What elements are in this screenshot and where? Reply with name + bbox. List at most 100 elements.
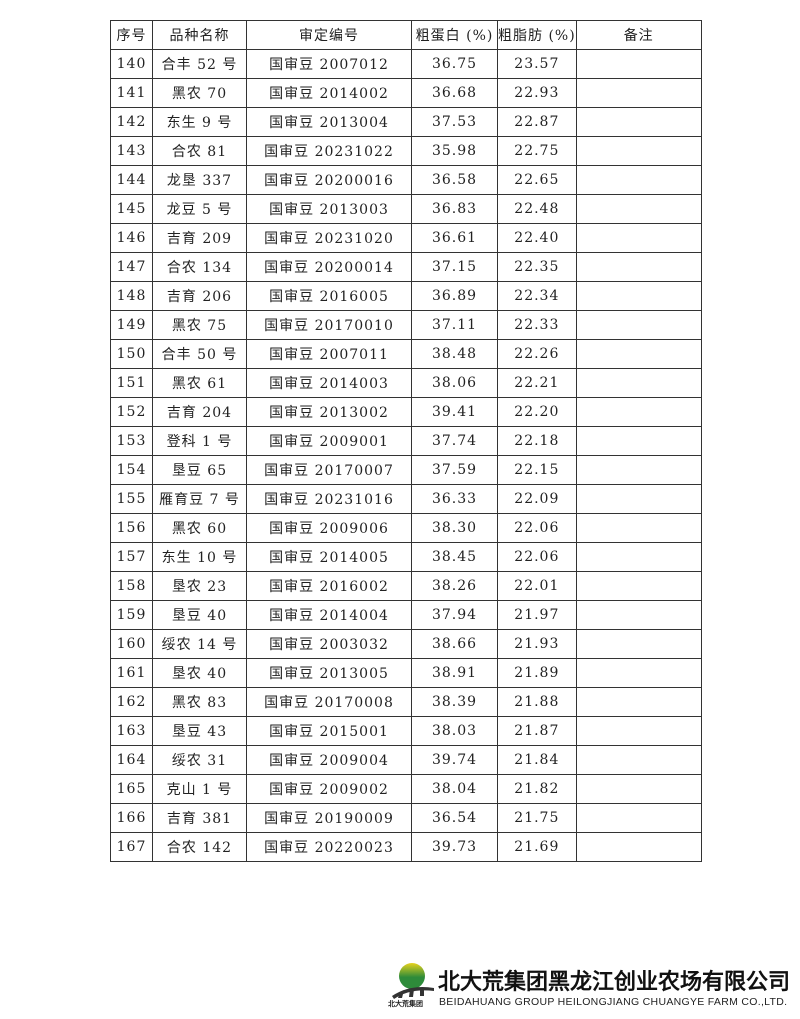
cell-variety-name: 合丰 52 号 [152,49,247,79]
cell-crude-fat: 21.75 [497,803,577,833]
table-header-row: 序号 品种名称 审定编号 粗蛋白 (%) 粗脂肪 (%) 备注 [110,20,702,50]
cell-crude-protein: 38.39 [411,687,498,717]
table-row: 162 黑农 83 国审豆 20170008 38.39 21.88 [110,687,702,717]
cell-index: 166 [110,803,153,833]
cell-index: 149 [110,310,153,340]
cell-approval-number: 国审豆 20170008 [246,687,412,717]
cell-crude-fat: 21.88 [497,687,577,717]
cell-approval-number: 国审豆 20170010 [246,310,412,340]
cell-approval-number: 国审豆 20200016 [246,165,412,195]
cell-remarks [575,513,702,543]
cell-approval-number: 国审豆 2013003 [246,194,412,224]
cell-approval-number: 国审豆 2007012 [246,49,412,79]
cell-remarks [575,571,702,601]
cell-crude-fat: 22.35 [497,252,577,282]
cell-approval-number: 国审豆 2007011 [246,339,412,369]
cell-crude-protein: 36.54 [411,803,498,833]
table-row: 140 合丰 52 号国审豆 2007012 36.75 23.57 [110,49,702,79]
cell-crude-protein: 36.68 [411,78,498,108]
cell-index: 141 [110,78,153,108]
cell-crude-fat: 22.20 [497,397,577,427]
cell-approval-number: 国审豆 2014003 [246,368,412,398]
cell-remarks [575,426,702,456]
cell-crude-protein: 38.03 [411,716,498,746]
table-row: 152 吉育 204 国审豆 2013002 39.41 22.20 [110,397,702,427]
cell-approval-number: 国审豆 20220023 [246,832,412,862]
cell-remarks [575,832,702,862]
cell-index: 153 [110,426,153,456]
cell-index: 140 [110,49,153,79]
table-row: 164 绥农 31 国审豆 2009004 39.74 21.84 [110,745,702,775]
cell-crude-fat: 22.33 [497,310,577,340]
cell-remarks [575,281,702,311]
cell-crude-protein: 38.04 [411,774,498,804]
cell-variety-name: 吉育 381 [152,803,247,833]
cell-remarks [575,687,702,717]
cell-crude-protein: 37.53 [411,107,498,137]
cell-crude-protein: 38.06 [411,368,498,398]
cell-crude-protein: 36.61 [411,223,498,253]
cell-variety-name: 合农 81 [152,136,247,166]
cell-remarks [575,658,702,688]
cell-index: 151 [110,368,153,398]
cell-index: 162 [110,687,153,717]
cell-crude-protein: 36.58 [411,165,498,195]
table-row: 166 吉育 381 国审豆 20190009 36.54 21.75 [110,803,702,833]
cell-crude-fat: 22.87 [497,107,577,137]
cell-variety-name: 吉育 204 [152,397,247,427]
cell-remarks [575,49,702,79]
cell-crude-fat: 22.06 [497,513,577,543]
cell-crude-fat: 21.87 [497,716,577,746]
cell-approval-number: 国审豆 2009004 [246,745,412,775]
cell-approval-number: 国审豆 2015001 [246,716,412,746]
cell-index: 158 [110,571,153,601]
company-logo-icon [392,963,434,999]
cell-crude-fat: 22.65 [497,165,577,195]
cell-variety-name: 垦豆 43 [152,716,247,746]
cell-variety-name: 合农 142 [152,832,247,862]
cell-index: 161 [110,658,153,688]
cell-crude-protein: 36.33 [411,484,498,514]
header-crude-fat: 粗脂肪 (%) [497,20,577,50]
cell-crude-protein: 37.15 [411,252,498,282]
company-footer: 北大荒集团 北大荒集团黑龙江创业农场有限公司 BEIDAHUANG GROUP … [388,962,800,1014]
cell-crude-fat: 22.75 [497,136,577,166]
cell-approval-number: 国审豆 2016002 [246,571,412,601]
cell-crude-fat: 21.89 [497,658,577,688]
cell-remarks [575,107,702,137]
cell-approval-number: 国审豆 2003032 [246,629,412,659]
cell-crude-protein: 38.66 [411,629,498,659]
cell-variety-name: 黑农 83 [152,687,247,717]
cell-crude-protein: 37.59 [411,455,498,485]
table-row: 145 龙豆 5 号国审豆 2013003 36.83 22.48 [110,194,702,224]
table-row: 153 登科 1 号国审豆 2009001 37.74 22.18 [110,426,702,456]
cell-approval-number: 国审豆 2014002 [246,78,412,108]
cell-remarks [575,542,702,572]
cell-approval-number: 国审豆 20231022 [246,136,412,166]
cell-approval-number: 国审豆 2009006 [246,513,412,543]
table-row: 150 合丰 50 号国审豆 2007011 38.48 22.26 [110,339,702,369]
table-row: 149 黑农 75 国审豆 20170010 37.11 22.33 [110,310,702,340]
cell-crude-protein: 36.75 [411,49,498,79]
cell-index: 164 [110,745,153,775]
cell-crude-fat: 22.01 [497,571,577,601]
cell-remarks [575,397,702,427]
table-row: 157 东生 10 号国审豆 2014005 38.45 22.06 [110,542,702,572]
cell-crude-fat: 22.21 [497,368,577,398]
cell-variety-name: 龙豆 5 号 [152,194,247,224]
cell-crude-fat: 22.15 [497,455,577,485]
cell-approval-number: 国审豆 2009002 [246,774,412,804]
cell-crude-protein: 36.83 [411,194,498,224]
header-crude-protein: 粗蛋白 (%) [411,20,498,50]
cell-crude-fat: 22.48 [497,194,577,224]
table-row: 165 克山 1 号国审豆 2009002 38.04 21.82 [110,774,702,804]
cell-variety-name: 绥农 31 [152,745,247,775]
cell-approval-number: 国审豆 20170007 [246,455,412,485]
cell-variety-name: 克山 1 号 [152,774,247,804]
cell-index: 143 [110,136,153,166]
cell-remarks [575,194,702,224]
cell-variety-name: 吉育 209 [152,223,247,253]
cell-variety-name: 登科 1 号 [152,426,247,456]
company-name-en: BEIDAHUANG GROUP HEILONGJIANG CHUANGYE F… [439,996,788,1008]
cell-crude-fat: 22.93 [497,78,577,108]
